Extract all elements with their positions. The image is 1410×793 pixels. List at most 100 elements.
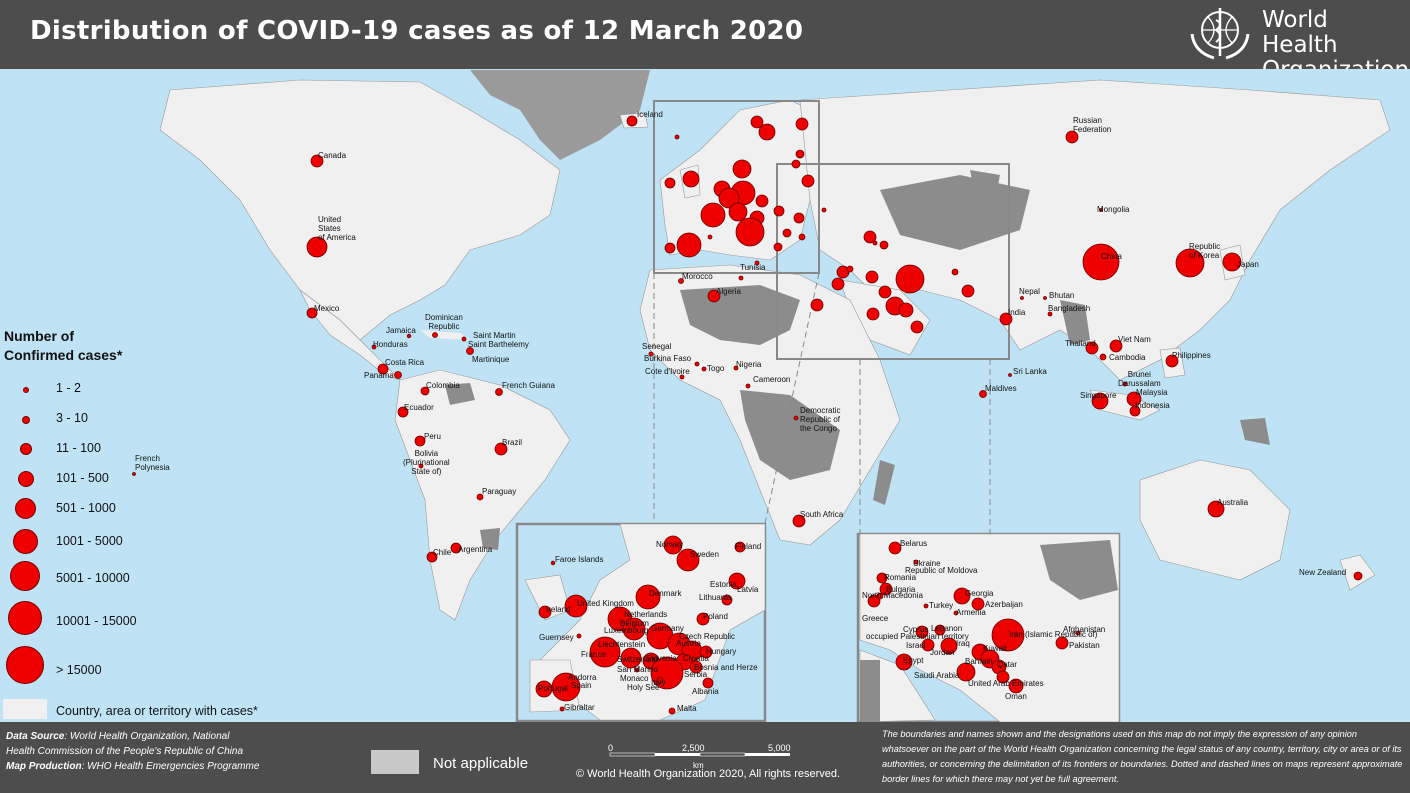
label-malta: Malta xyxy=(677,704,697,713)
label-sweden: Sweden xyxy=(690,550,719,559)
label-honduras: Honduras xyxy=(373,340,408,349)
africa-na-central xyxy=(740,390,840,480)
label-netherlands: Netherlands xyxy=(624,610,668,619)
scale-bar xyxy=(609,752,790,757)
label-peru: Peru xyxy=(424,432,441,441)
legend-dot-7 xyxy=(10,561,40,591)
label-senegal: Senegal xyxy=(642,342,672,351)
marker-mexico xyxy=(306,307,318,319)
label-russia: Russian Federation xyxy=(1073,116,1112,134)
scale-label-0: 0 xyxy=(608,743,614,753)
legend-class-9: > 15000 xyxy=(56,663,102,677)
label-germany: Germany xyxy=(651,624,684,633)
label-armenia: Armenia xyxy=(956,608,986,617)
who-emblem-icon xyxy=(1190,8,1250,60)
label-singapore: Singapore xyxy=(1080,391,1117,400)
label-jamaica: Jamaica xyxy=(386,326,416,335)
label-malaysia: Malaysia xyxy=(1136,388,1168,397)
legend-class-6: 1001 - 5000 xyxy=(56,534,123,548)
label-norway: Norway xyxy=(656,540,684,549)
label-nepal: Nepal xyxy=(1019,287,1040,296)
legend-class-3: 11 - 100 xyxy=(56,441,101,455)
label-bolivia: Bolivia (Plurinational State of) xyxy=(403,449,450,476)
label-south-africa: South Africa xyxy=(800,510,844,519)
label-romania: Romania xyxy=(884,573,917,582)
label-mongolia: Mongolia xyxy=(1097,205,1130,214)
marker-usa xyxy=(306,236,328,258)
label-egypt: Egypt xyxy=(903,656,924,665)
label-bhutan: Bhutan xyxy=(1049,291,1075,300)
central-america xyxy=(299,289,401,381)
legend-label-not-applicable: Not applicable xyxy=(433,755,529,772)
legend-class-7: 5001 - 10000 xyxy=(56,571,130,585)
label-belarus: Belarus xyxy=(900,539,928,548)
label-lebanon: Lebanon xyxy=(931,624,963,633)
label-latvia: Latvia xyxy=(737,585,759,594)
label-guernsey: Guernsey xyxy=(539,633,574,642)
label-serbia: Serbia xyxy=(684,670,708,679)
australia xyxy=(1139,459,1291,581)
label-afghanistan: Afghanistan xyxy=(1063,625,1106,634)
label-iran: Iran (Islamic Republic of) xyxy=(1009,630,1098,639)
label-morocco: Morocco xyxy=(682,272,713,281)
label-ecuador: Ecuador xyxy=(404,403,434,412)
label-israel: Israel xyxy=(906,641,926,650)
label-andorra: Andorra xyxy=(568,673,597,682)
label-austria: Austria xyxy=(676,639,701,648)
label-hungary: Hungary xyxy=(706,647,737,656)
label-cambodia: Cambodia xyxy=(1109,353,1146,362)
map-title: Distribution of COVID-19 cases as of 12 … xyxy=(30,16,804,46)
label-greece: Greece xyxy=(862,614,889,623)
label-iraq: Iraq xyxy=(956,639,970,648)
world-map xyxy=(0,69,1410,722)
label-belgium: Belgium xyxy=(620,619,649,628)
label-france: France xyxy=(581,650,606,659)
label-portugal: Portugal xyxy=(538,684,568,693)
label-costa-rica: Costa Rica xyxy=(385,358,425,367)
label-italy: Italy xyxy=(651,678,666,687)
label-french-guiana: French Guiana xyxy=(502,381,555,390)
label-ireland: Ireland xyxy=(546,605,571,614)
label-bangladesh: Bangladesh xyxy=(1048,304,1091,313)
label-qatar: Qatar xyxy=(997,660,1018,669)
label-nigeria: Nigeria xyxy=(736,360,762,369)
north-america xyxy=(159,79,561,341)
legend-title: Number of Confirmed cases* xyxy=(4,328,123,363)
disclaimer: The boundaries and names shown and the d… xyxy=(882,729,1403,784)
legend-dot-8 xyxy=(8,601,42,635)
data-source: Data Source: World Health Organization, … xyxy=(6,731,260,772)
label-albania: Albania xyxy=(692,687,719,696)
marker-canada xyxy=(310,154,324,168)
mideast-inset-frame xyxy=(776,163,1010,360)
label-croatia: Croatia xyxy=(683,654,709,663)
label-uk: United Kingdom xyxy=(577,599,634,608)
mideast-inset xyxy=(856,532,1121,722)
label-moldova: Republic of Moldova xyxy=(905,566,978,575)
label-thailand: Thailand xyxy=(1065,339,1096,348)
label-panama: Panama xyxy=(364,371,394,380)
label-luxembourg: Luxembourg xyxy=(604,626,649,635)
label-switzerland: Switzerland xyxy=(617,655,659,664)
legend-class-1: 1 - 2 xyxy=(56,381,82,395)
label-burkina-faso: Burkina Faso xyxy=(644,354,692,363)
label-bosnia: Bosnia and Herze xyxy=(694,663,758,672)
label-bulgaria: Bulgaria xyxy=(886,585,916,594)
label-maldives: Maldives xyxy=(985,384,1017,393)
label-denmark: Denmark xyxy=(649,589,682,598)
label-indonesia: Indonesia xyxy=(1135,401,1170,410)
legend-dot-2 xyxy=(22,416,30,424)
label-pakistan: Pakistan xyxy=(1069,641,1100,650)
label-jordan: Jordan xyxy=(930,648,955,657)
label-martinique: Martinique xyxy=(472,355,510,364)
legend-dot-9 xyxy=(6,646,44,684)
legend-dot-6 xyxy=(13,529,38,554)
label-bahrain: Bahrain xyxy=(965,657,993,666)
label-turkey: Turkey xyxy=(929,601,954,610)
label-argentina: Argentina xyxy=(458,545,493,554)
legend-dot-1 xyxy=(23,387,29,393)
legend-swatch-country xyxy=(3,699,47,719)
label-lithuania: Lithuania xyxy=(699,593,732,602)
label-drc: Democratic Republic of the Congo xyxy=(800,406,841,433)
label-saint-barthelemy: Saint Barthelemy xyxy=(468,340,529,349)
label-chile: Chile xyxy=(433,548,452,557)
